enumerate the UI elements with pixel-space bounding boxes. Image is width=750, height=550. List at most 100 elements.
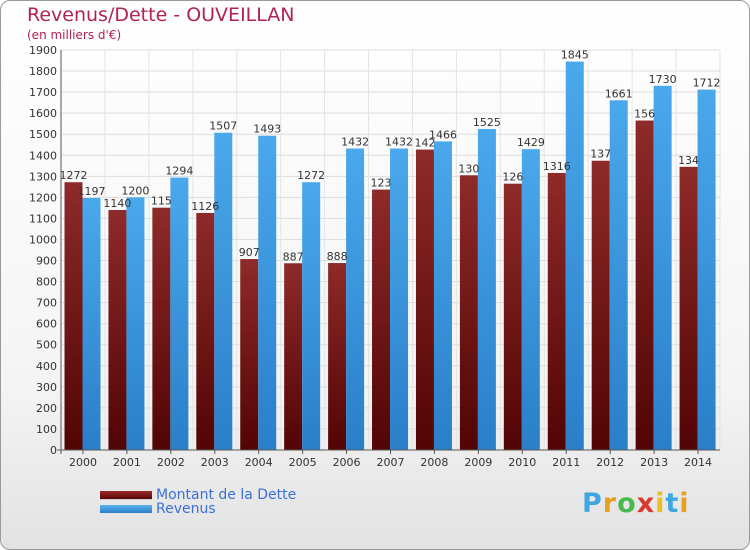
bar-debt bbox=[328, 263, 347, 450]
logo-letter: r bbox=[602, 488, 618, 519]
bar-debt bbox=[415, 149, 434, 450]
y-tick-label: 1700 bbox=[29, 86, 57, 99]
bar-debt bbox=[284, 263, 303, 450]
bar-revenue bbox=[302, 182, 321, 451]
bar-revenue bbox=[170, 177, 189, 450]
bar-revenue bbox=[258, 135, 277, 450]
value-label-debt: 134 bbox=[678, 154, 699, 167]
bar-debt bbox=[64, 182, 83, 451]
value-label-revenue: 1197 bbox=[78, 185, 106, 198]
y-tick-label: 100 bbox=[36, 423, 57, 436]
value-label-revenue: 1200 bbox=[121, 184, 149, 197]
bar-revenue bbox=[126, 197, 145, 450]
chart-subtitle: (en milliers d'€) bbox=[27, 28, 122, 42]
bar-debt bbox=[635, 120, 654, 451]
bar-debt bbox=[240, 259, 259, 450]
value-label-debt: 1316 bbox=[543, 160, 571, 173]
value-label-revenue: 1507 bbox=[209, 120, 237, 133]
legend-swatch-debt bbox=[100, 490, 152, 500]
value-label-debt: 907 bbox=[239, 246, 260, 259]
value-label-debt: 888 bbox=[327, 250, 348, 263]
x-tick-label: 2010 bbox=[508, 456, 536, 469]
bar-revenue bbox=[346, 148, 365, 451]
y-tick-label: 1500 bbox=[29, 128, 57, 141]
value-label-revenue: 1661 bbox=[605, 87, 633, 100]
x-tick-label: 2011 bbox=[552, 456, 580, 469]
y-tick-label: 1600 bbox=[29, 107, 57, 120]
logo-letter: t bbox=[665, 488, 680, 519]
x-tick-label: 2007 bbox=[377, 456, 405, 469]
value-label-revenue: 1493 bbox=[253, 123, 281, 136]
bar-revenue bbox=[214, 132, 233, 450]
y-tick-label: 1200 bbox=[29, 191, 57, 204]
x-tick-label: 2012 bbox=[596, 456, 624, 469]
logo-letter: i bbox=[655, 488, 666, 519]
bar-debt bbox=[372, 189, 391, 450]
logo-letter: o bbox=[617, 488, 637, 519]
bar-debt bbox=[459, 175, 478, 450]
value-label-debt: 126 bbox=[502, 171, 523, 184]
chart-title: Revenus/Dette - OUVEILLAN bbox=[27, 4, 295, 26]
logo-letter: x bbox=[636, 488, 656, 519]
bar-revenue bbox=[477, 128, 496, 450]
bar-debt bbox=[547, 172, 566, 450]
value-label-debt: 887 bbox=[283, 250, 304, 263]
value-label-debt: 1140 bbox=[103, 197, 131, 210]
x-tick-label: 2009 bbox=[464, 456, 492, 469]
y-tick-label: 1300 bbox=[29, 170, 57, 183]
y-tick-label: 1800 bbox=[29, 65, 57, 78]
y-tick-label: 1000 bbox=[29, 233, 57, 246]
y-tick-label: 800 bbox=[36, 276, 57, 289]
legend-item-debt: Montant de la Dette bbox=[100, 487, 296, 503]
value-label-revenue: 1845 bbox=[561, 49, 589, 62]
value-label-debt: 142 bbox=[414, 137, 435, 150]
proxiti-logo: Proxiti bbox=[582, 488, 690, 519]
value-label-revenue: 1429 bbox=[517, 136, 545, 149]
bar-debt bbox=[152, 207, 171, 450]
bar-debt bbox=[108, 210, 127, 450]
x-tick-label: 2013 bbox=[640, 456, 668, 469]
legend-label-debt: Montant de la Dette bbox=[156, 487, 297, 503]
x-tick-label: 2002 bbox=[157, 456, 185, 469]
value-label-revenue: 1432 bbox=[341, 136, 369, 149]
y-tick-label: 700 bbox=[36, 297, 57, 310]
legend-label-revenue: Revenus bbox=[156, 501, 216, 517]
y-tick-label: 500 bbox=[36, 339, 57, 352]
bar-revenue bbox=[653, 85, 672, 450]
bar-revenue bbox=[521, 149, 540, 450]
bar-revenue bbox=[433, 141, 452, 451]
bar-revenue bbox=[82, 198, 101, 450]
logo-letter: i bbox=[679, 488, 690, 519]
value-label-revenue: 1432 bbox=[385, 136, 413, 149]
y-tick-label: 600 bbox=[36, 318, 57, 331]
bar-debt bbox=[679, 166, 698, 450]
y-tick-label: 1400 bbox=[29, 149, 57, 162]
legend-swatch-revenue bbox=[100, 505, 152, 513]
value-label-debt: 1272 bbox=[60, 169, 88, 182]
x-tick-label: 2006 bbox=[333, 456, 361, 469]
value-label-debt: 130 bbox=[458, 162, 479, 175]
bar-debt bbox=[196, 212, 215, 450]
value-label-revenue: 1466 bbox=[429, 128, 457, 141]
y-tick-label: 200 bbox=[36, 402, 57, 415]
bar-revenue bbox=[390, 148, 409, 451]
value-label-revenue: 1525 bbox=[473, 116, 501, 129]
bar-debt bbox=[503, 183, 522, 450]
logo-letter: P bbox=[582, 488, 603, 519]
y-tick-label: 300 bbox=[36, 381, 57, 394]
value-label-revenue: 1712 bbox=[693, 77, 721, 90]
value-label-debt: 123 bbox=[371, 177, 392, 190]
x-tick-label: 2001 bbox=[113, 456, 141, 469]
y-tick-label: 1900 bbox=[29, 44, 57, 57]
y-tick-label: 400 bbox=[36, 360, 57, 373]
y-tick-label: 900 bbox=[36, 255, 57, 268]
bar-revenue bbox=[697, 89, 716, 450]
bar-debt bbox=[591, 160, 610, 450]
legend-item-revenue: Revenus bbox=[100, 501, 216, 517]
value-label-revenue: 1272 bbox=[297, 169, 325, 182]
x-tick-label: 2004 bbox=[245, 456, 273, 469]
value-label-revenue: 1730 bbox=[649, 73, 677, 86]
bar-revenue bbox=[609, 100, 628, 450]
x-tick-label: 2000 bbox=[69, 456, 97, 469]
